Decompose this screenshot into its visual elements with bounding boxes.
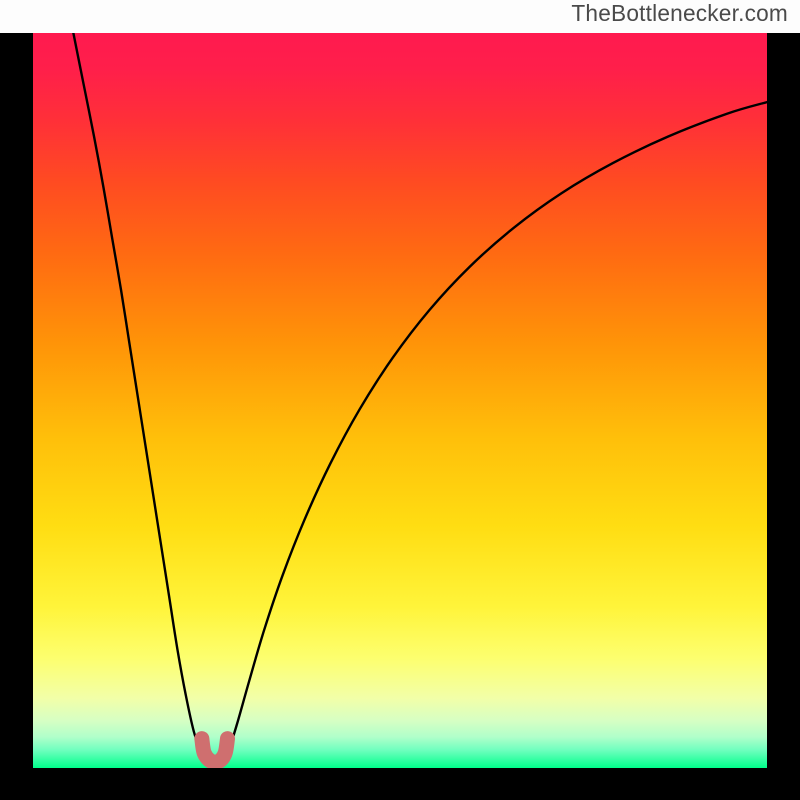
figure-root: TheBottlenecker.com: [0, 0, 800, 800]
watermark-text: TheBottlenecker.com: [571, 0, 788, 26]
watermark: TheBottlenecker.com: [571, 0, 788, 27]
chart-svg: [0, 0, 800, 800]
